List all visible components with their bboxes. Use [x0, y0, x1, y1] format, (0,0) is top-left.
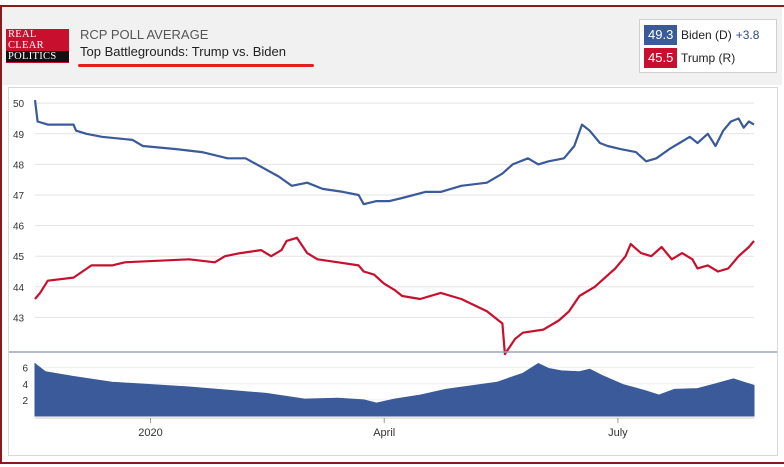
chart-supertitle: RCP POLL AVERAGE — [80, 27, 209, 42]
logo-line-politics: POLITICS — [6, 51, 69, 62]
legend-row-trump: 45.5 Trump (R) — [644, 48, 735, 68]
biden-series-line — [33, 99, 755, 206]
x-tick-label: 2020 — [138, 427, 162, 439]
legend: 49.3 Biden (D) +3.8 45.5 Trump (R) — [639, 19, 777, 73]
y-tick-label: 48 — [13, 160, 25, 171]
y-tick-label: 46 — [13, 222, 25, 233]
top-border — [0, 5, 784, 7]
y-tick-label: 44 — [13, 283, 25, 294]
legend-row-biden: 49.3 Biden (D) +3.8 — [644, 25, 759, 45]
spread-area — [34, 362, 755, 417]
spread-y-tick-label: 4 — [22, 380, 28, 391]
legend-biden-value: 49.3 — [644, 25, 677, 45]
x-tick-label: July — [608, 427, 628, 439]
chart-panel[interactable]: 43444546474849502462020AprilJulyOctober — [8, 87, 778, 456]
y-tick-label: 43 — [13, 313, 25, 324]
legend-biden-spread: +3.8 — [735, 28, 760, 42]
logo-line-real: REAL — [8, 29, 37, 40]
spread-y-tick-label: 6 — [22, 364, 28, 375]
logo-line-clear: CLEAR — [8, 40, 44, 51]
y-tick-label: 49 — [13, 130, 25, 141]
legend-trump-value: 45.5 — [644, 48, 677, 68]
x-tick-label: April — [373, 427, 395, 439]
chart-title: Top Battlegrounds: Trump vs. Biden — [80, 44, 286, 59]
rcp-logo[interactable]: REAL CLEAR POLITICS — [6, 29, 69, 63]
y-tick-label: 45 — [13, 252, 25, 263]
legend-trump-name: Trump (R) — [681, 51, 736, 65]
spread-y-tick-label: 2 — [22, 396, 28, 407]
y-tick-label: 50 — [13, 99, 25, 110]
y-tick-label: 47 — [13, 191, 25, 202]
chart-plot-area[interactable]: 43444546474849502462020AprilJulyOctober — [9, 88, 777, 455]
left-border — [0, 5, 2, 464]
title-red-underline — [78, 64, 314, 67]
trump-series-line — [34, 236, 755, 356]
legend-biden-name: Biden (D) — [681, 28, 732, 42]
bottom-border — [0, 462, 784, 464]
